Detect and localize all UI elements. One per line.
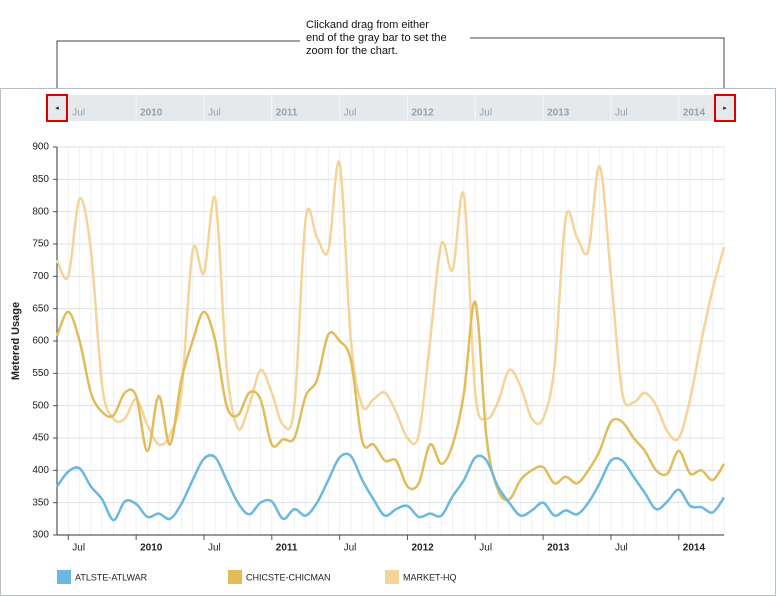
y-tick-label: 400 bbox=[32, 465, 49, 476]
handle-glyph: ▸ bbox=[723, 105, 727, 112]
legend-label: CHICSTE-CHICMAN bbox=[246, 572, 331, 582]
x-tick-label: Jul bbox=[344, 543, 357, 554]
navigator-label: Jul bbox=[208, 108, 221, 119]
x-tick-label: 2012 bbox=[411, 543, 434, 554]
y-tick-label: 450 bbox=[32, 433, 49, 444]
annotation: Clickand drag from either end of the gra… bbox=[306, 19, 476, 58]
x-tick-label: Jul bbox=[479, 543, 492, 554]
y-tick-label: 650 bbox=[32, 303, 49, 314]
y-tick-label: 850 bbox=[32, 174, 49, 185]
handle-glyph: ◂ bbox=[55, 105, 59, 112]
y-tick-label: 700 bbox=[32, 271, 49, 282]
y-tick-label: 300 bbox=[32, 530, 49, 541]
navigator-label: 2014 bbox=[683, 108, 706, 119]
y-tick-label: 800 bbox=[32, 206, 49, 217]
legend-swatch bbox=[228, 570, 242, 584]
y-tick-label: 750 bbox=[32, 239, 49, 250]
annotation-line: Clickand drag from either bbox=[306, 19, 429, 31]
y-tick-label: 550 bbox=[32, 368, 49, 379]
legend-swatch bbox=[57, 570, 71, 584]
navigator-bar[interactable] bbox=[47, 95, 735, 121]
x-tick-label: 2014 bbox=[683, 543, 706, 554]
navigator-label: Jul bbox=[615, 108, 628, 119]
x-tick-label: 2013 bbox=[547, 543, 570, 554]
x-tick-label: 2010 bbox=[140, 543, 163, 554]
y-tick-label: 600 bbox=[32, 336, 49, 347]
zoom-handle-left[interactable] bbox=[46, 94, 68, 122]
navigator-label: 2013 bbox=[547, 108, 570, 119]
legend-label: ATLSTE-ATLWAR bbox=[75, 572, 148, 582]
x-tick-label: Jul bbox=[72, 543, 85, 554]
legend-label: MARKET-HQ bbox=[403, 572, 457, 582]
annotation-line: end of the gray bar to set the bbox=[306, 32, 447, 44]
navigator-label: 2010 bbox=[140, 108, 163, 119]
navigator-label: Jul bbox=[72, 108, 85, 119]
callout-line bbox=[56, 40, 300, 92]
x-tick-label: Jul bbox=[615, 543, 628, 554]
x-tick-label: 2011 bbox=[276, 543, 298, 554]
navigator-label: 2011 bbox=[276, 108, 298, 119]
y-tick-label: 900 bbox=[32, 142, 49, 153]
legend-swatch bbox=[385, 570, 399, 584]
y-tick-label: 350 bbox=[32, 497, 49, 508]
navigator-label: 2012 bbox=[411, 108, 434, 119]
navigator-label: Jul bbox=[344, 108, 357, 119]
y-tick-label: 500 bbox=[32, 400, 49, 411]
y-axis-label: Metered Usage bbox=[10, 302, 22, 380]
x-tick-label: Jul bbox=[208, 543, 221, 554]
navigator-label: Jul bbox=[479, 108, 492, 119]
series-line bbox=[55, 300, 726, 502]
navigator-labels: Jul 2010 Jul 2011 Jul 2012 Jul 2013 Jul 2014 bbox=[67, 95, 706, 121]
annotation-line: zoom for the chart. bbox=[306, 45, 398, 57]
series-line bbox=[55, 452, 726, 522]
callout-line bbox=[470, 37, 725, 92]
zoom-handle-right[interactable] bbox=[714, 94, 736, 122]
